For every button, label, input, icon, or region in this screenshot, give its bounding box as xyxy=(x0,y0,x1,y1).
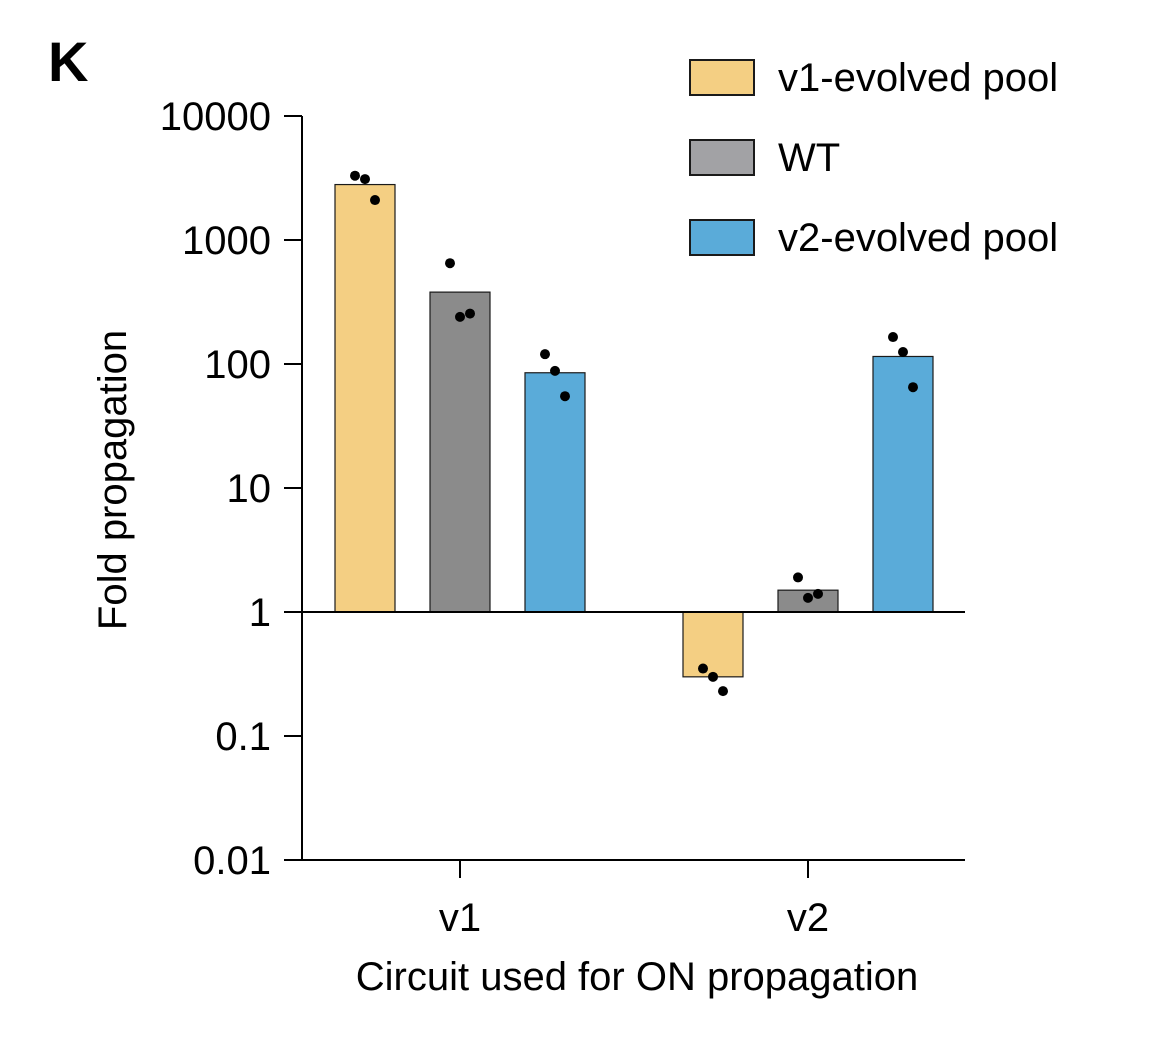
bar-v1-evolved-pool-v1 xyxy=(334,183,396,613)
x-axis-ticks: v1 v2 xyxy=(439,860,829,940)
y-tick-label: 100 xyxy=(204,343,271,387)
legend-swatch xyxy=(689,139,755,176)
data-point xyxy=(888,332,898,343)
legend-label: v1-evolved pool xyxy=(778,56,1058,100)
data-point xyxy=(560,391,570,402)
data-point xyxy=(908,382,918,393)
data-point xyxy=(360,174,370,185)
data-points-group xyxy=(350,170,918,697)
data-point xyxy=(350,170,360,181)
y-axis-label: Fold propagation xyxy=(91,330,135,630)
bar-v2-evolved-pool-v2 xyxy=(872,355,934,613)
y-tick-label: 10000 xyxy=(160,95,271,139)
bar-v2-evolved-pool-v1 xyxy=(524,372,586,613)
data-point xyxy=(370,195,380,206)
legend: v1-evolved pool WT v2-evolved pool xyxy=(689,56,1058,260)
data-point xyxy=(708,671,718,682)
y-tick-label: 10 xyxy=(227,467,272,511)
y-tick-label: 1 xyxy=(249,591,271,635)
bar-v1-evolved-pool-v2 xyxy=(682,611,744,678)
legend-label: WT xyxy=(778,136,840,180)
bars-group xyxy=(334,183,934,678)
y-tick-label: 1000 xyxy=(182,219,271,263)
x-axis-label: Circuit used for ON propagation xyxy=(356,955,919,999)
panel-label: K xyxy=(48,30,88,93)
x-tick-label: v1 xyxy=(439,896,481,940)
data-point xyxy=(445,258,455,269)
data-point xyxy=(813,588,823,599)
legend-label: v2-evolved pool xyxy=(778,216,1058,260)
data-point xyxy=(793,572,803,583)
y-tick-label: 0.01 xyxy=(193,839,271,883)
data-point xyxy=(550,365,560,376)
data-point xyxy=(698,663,708,674)
data-point xyxy=(455,311,465,322)
legend-swatch xyxy=(689,59,755,96)
data-point xyxy=(803,592,813,603)
data-point xyxy=(465,308,475,319)
data-point xyxy=(718,686,728,697)
data-point xyxy=(540,349,550,360)
x-tick-label: v2 xyxy=(787,896,829,940)
y-axis-ticks: 0.01 0.1 1 10 100 1000 10000 xyxy=(160,95,302,883)
data-point xyxy=(898,346,908,357)
legend-swatch xyxy=(689,219,755,256)
y-tick-label: 0.1 xyxy=(215,715,271,759)
bar-wt-v1 xyxy=(429,291,491,613)
